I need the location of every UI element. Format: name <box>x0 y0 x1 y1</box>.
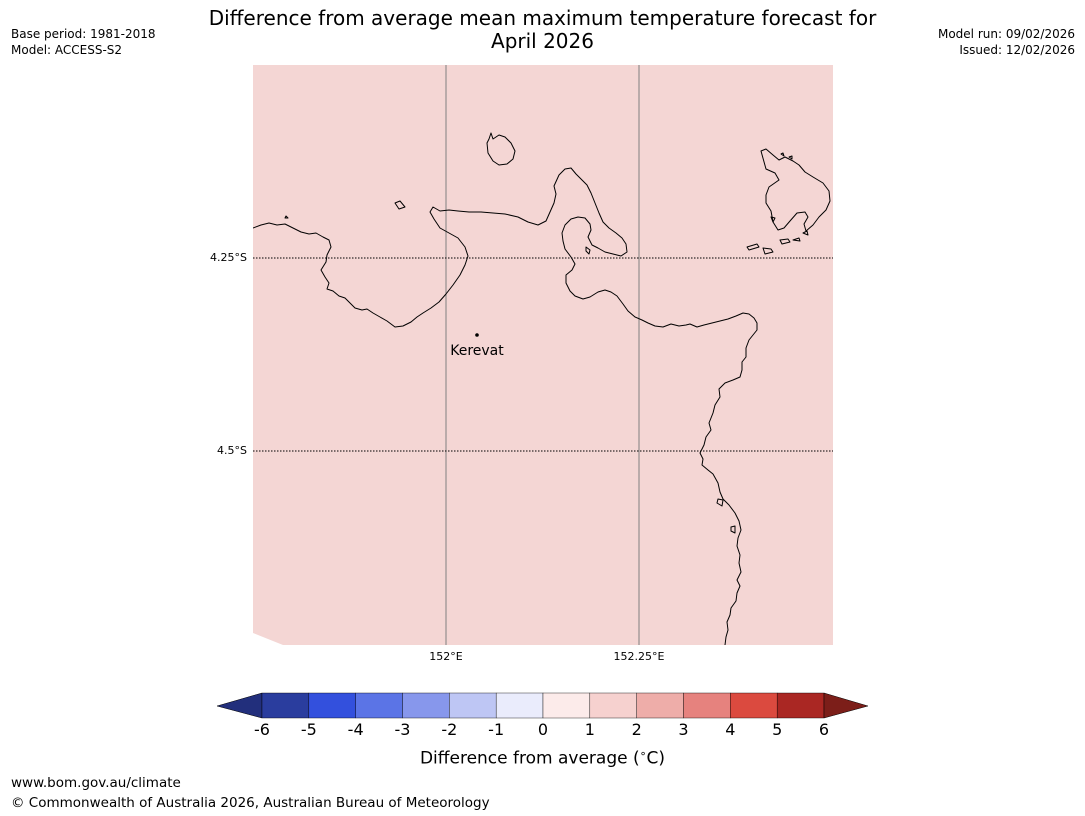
anomaly-fill <box>253 65 833 645</box>
colorbar-tick-label: -5 <box>300 720 317 739</box>
colorbar-segment <box>449 692 497 719</box>
lon-label-152-25e: 152.25°E <box>613 650 665 663</box>
footer-url: www.bom.gov.au/climate <box>11 775 181 791</box>
coastline <box>253 132 831 645</box>
title-line-1: Difference from average mean maximum tem… <box>208 6 877 30</box>
lon-label-152e: 152°E <box>429 650 463 663</box>
colorbar-tick-label: -1 <box>488 720 505 739</box>
colorbar-tick-label: -6 <box>254 720 270 739</box>
model-name: Model: ACCESS-S2 <box>11 43 123 57</box>
colorbar-tick-label: -2 <box>441 720 458 739</box>
colorbar-segment <box>683 692 731 719</box>
colorbar-tick-label: 0 <box>537 720 549 739</box>
colorbar-label-unit: C) <box>646 748 666 769</box>
colorbar-label: Difference from average (∘C) <box>0 747 1085 769</box>
colorbar <box>216 692 869 719</box>
base-period: Base period: 1981-2018 <box>11 27 156 41</box>
lat-label-4-25s: 4.25°S <box>210 251 247 264</box>
title-line-2: April 2026 <box>491 29 594 53</box>
place-label-kerevat: Kerevat <box>450 343 504 359</box>
map-canvas: Kerevat <box>253 65 833 645</box>
colorbar-segment <box>402 692 450 719</box>
no-data-corner <box>253 633 283 645</box>
degree-symbol: ∘ <box>639 747 647 760</box>
colorbar-segment <box>261 692 310 719</box>
colorbar-tick-label: 5 <box>772 720 783 739</box>
colorbar-segment <box>589 692 637 719</box>
model-run: Model run: 09/02/2026 <box>937 27 1075 41</box>
issued-date: Issued: 12/02/2026 <box>959 43 1075 57</box>
colorbar-tick-label: 6 <box>818 720 830 739</box>
colorbar-segment <box>542 692 591 719</box>
colorbar-label-text: Difference from average ( <box>419 748 640 769</box>
colorbar-extend-low <box>216 692 263 719</box>
colorbar-extend-high <box>823 692 869 719</box>
footer-copyright: © Commonwealth of Australia 2026, Austra… <box>11 795 490 811</box>
colorbar-tick-label: -3 <box>394 720 411 739</box>
colorbar-segment <box>308 692 356 719</box>
colorbar-segment <box>730 692 778 719</box>
kerevat-marker <box>475 333 479 337</box>
colorbar-segment <box>495 692 544 719</box>
colorbar-tick-label: -4 <box>347 720 364 739</box>
lat-label-4-5s: 4.5°S <box>217 444 247 457</box>
colorbar-tick-label: 3 <box>678 720 689 739</box>
colorbar-segment <box>776 692 825 719</box>
forecast-map: Kerevat <box>253 65 833 645</box>
colorbar-tick-label: 1 <box>584 720 595 739</box>
colorbar-tick-label: 4 <box>725 720 736 739</box>
colorbar-segment <box>636 692 684 719</box>
meta-right: Model run: 09/02/2026 Issued: 12/02/2026 <box>938 26 1075 58</box>
colorbar-segment <box>355 692 403 719</box>
colorbar-tick-label: 2 <box>631 720 642 739</box>
colorbar-segments <box>261 692 825 719</box>
meta-left: Base period: 1981-2018 Model: ACCESS-S2 <box>11 26 156 58</box>
map-title: Difference from average mean maximum tem… <box>0 7 1085 53</box>
